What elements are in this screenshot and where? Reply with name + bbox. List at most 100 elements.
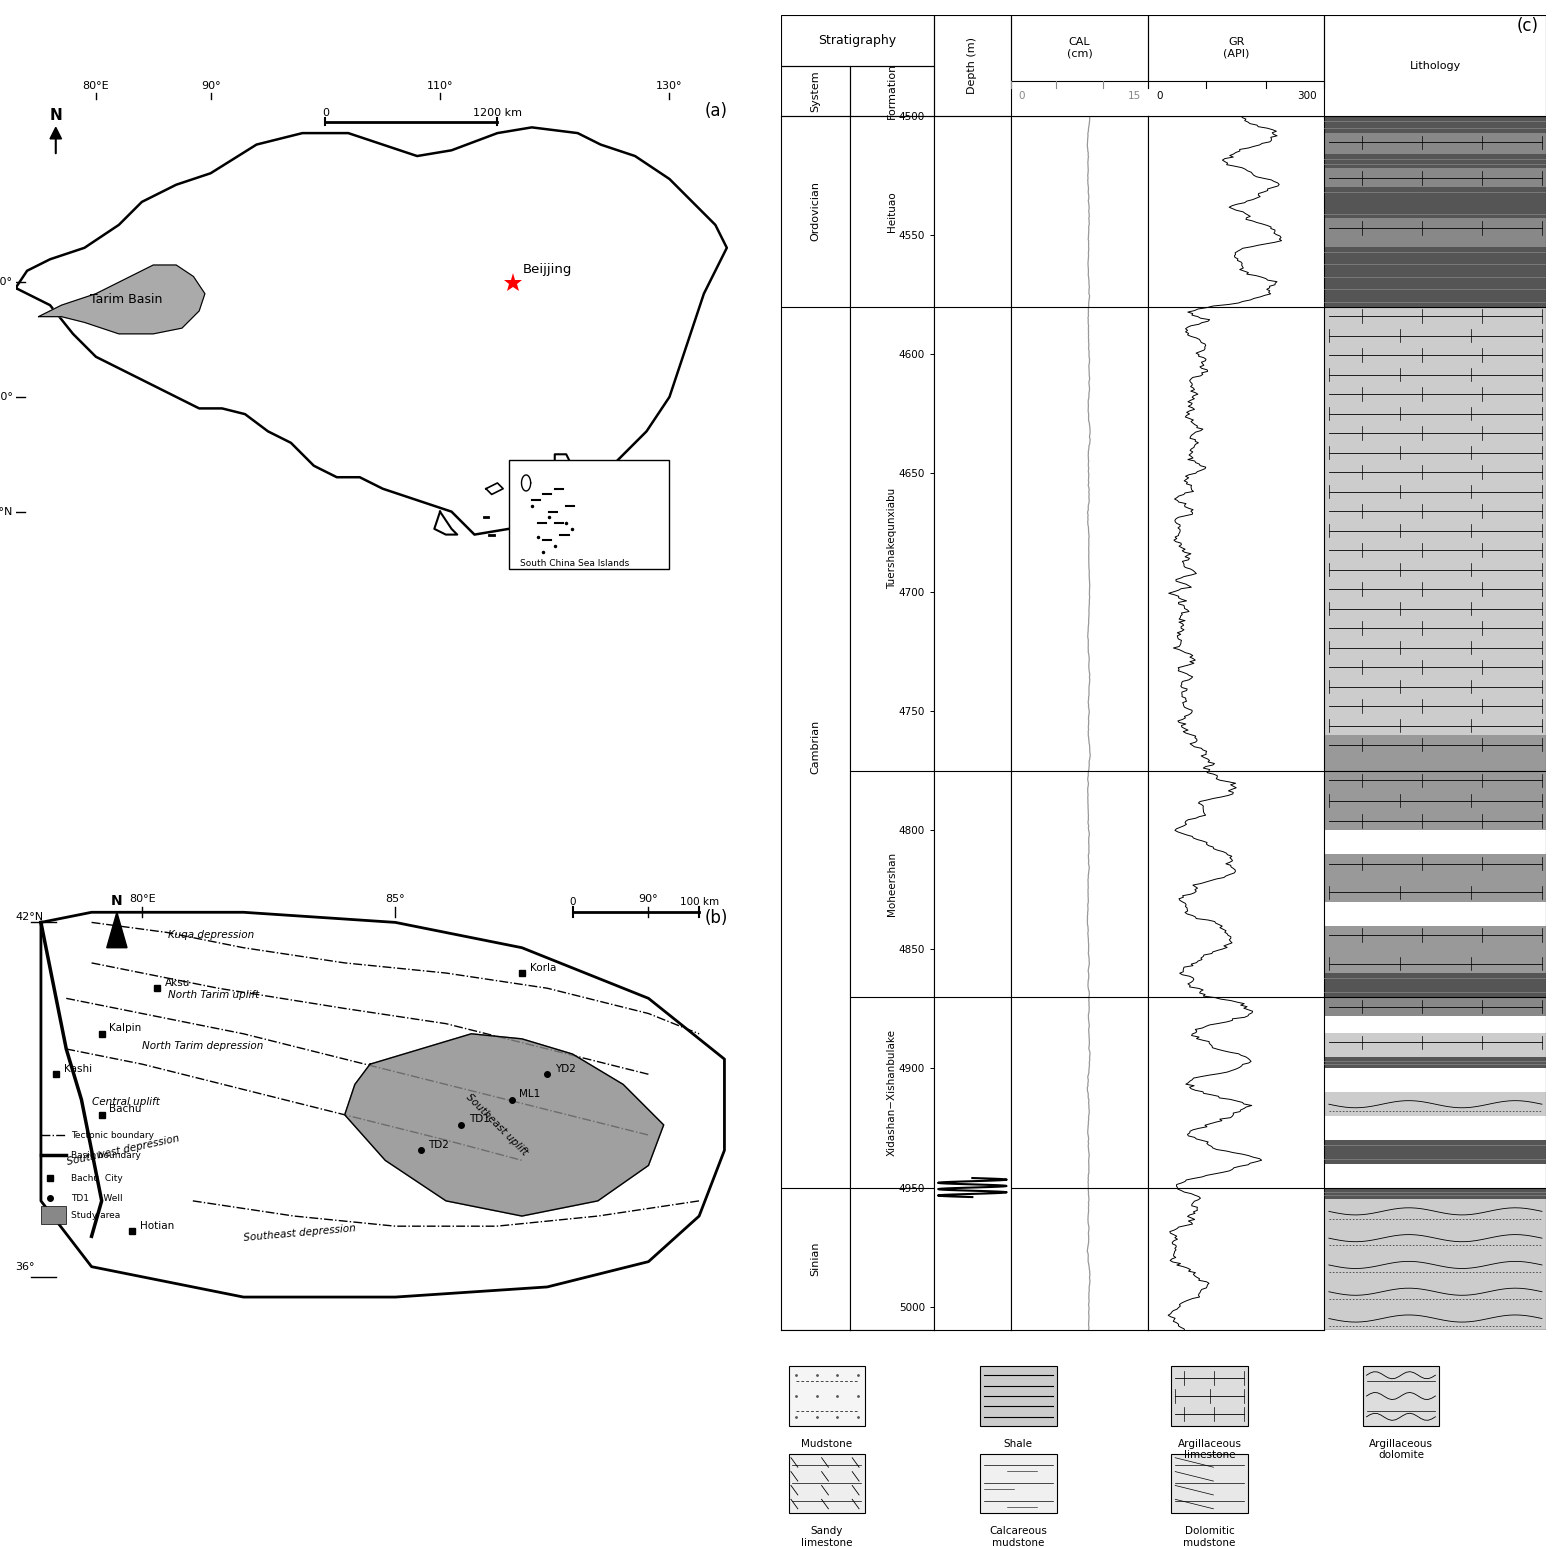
Bar: [1325, 15, 1546, 116]
Text: 100 km: 100 km: [679, 897, 719, 907]
Bar: [1325, 770, 1546, 831]
Polygon shape: [434, 512, 458, 535]
Bar: [1172, 1366, 1248, 1426]
Bar: [1325, 1069, 1546, 1092]
Bar: [1325, 116, 1546, 1330]
Bar: [1325, 1016, 1546, 1033]
Text: Central uplift: Central uplift: [92, 1097, 159, 1106]
Bar: [1325, 133, 1546, 155]
Bar: [789, 1366, 865, 1426]
Bar: [1325, 1199, 1546, 1330]
Bar: [1325, 218, 1546, 248]
Polygon shape: [522, 475, 531, 490]
Text: Study area: Study area: [72, 1211, 120, 1219]
Text: Cambrian: Cambrian: [811, 719, 820, 774]
Bar: [1325, 306, 1546, 735]
Text: Bachu: Bachu: [109, 1105, 142, 1114]
Text: Southwest depression: Southwest depression: [66, 1134, 181, 1168]
Text: −20°N: −20°N: [0, 506, 14, 517]
Text: Bachu  City: Bachu City: [72, 1174, 123, 1182]
Text: TD1     Well: TD1 Well: [72, 1194, 123, 1204]
Polygon shape: [555, 455, 572, 489]
Text: Mudstone: Mudstone: [801, 1439, 853, 1448]
Text: GR
(API): GR (API): [1223, 37, 1250, 59]
Bar: [1325, 1057, 1546, 1069]
Text: 0: 0: [569, 897, 576, 907]
Bar: [1011, 15, 1148, 80]
Bar: [850, 65, 934, 116]
Text: 42°N: 42°N: [16, 913, 44, 922]
Text: (a): (a): [704, 102, 728, 121]
Bar: [1325, 169, 1546, 187]
Text: Stratigraphy: Stratigraphy: [818, 34, 897, 46]
Text: 130°: 130°: [656, 80, 683, 91]
Text: 80°E: 80°E: [83, 80, 109, 91]
Polygon shape: [345, 1033, 664, 1216]
Bar: [979, 1454, 1056, 1513]
Text: North Tarim depression: North Tarim depression: [142, 1041, 264, 1050]
Bar: [1325, 248, 1546, 306]
Bar: [1325, 155, 1546, 169]
Text: 0: 0: [1156, 91, 1162, 101]
Polygon shape: [16, 127, 726, 535]
Polygon shape: [39, 265, 205, 334]
Text: Sandy
limestone: Sandy limestone: [801, 1525, 853, 1547]
Text: 15: 15: [1128, 91, 1140, 101]
Text: Formation: Formation: [887, 63, 897, 119]
Text: −30°: −30°: [0, 391, 14, 402]
Bar: [1325, 1140, 1546, 1163]
Text: −40°: −40°: [0, 277, 14, 288]
Text: Xidashan−Xishanbulake: Xidashan−Xishanbulake: [887, 1029, 897, 1156]
Bar: [1325, 1115, 1546, 1140]
Polygon shape: [50, 127, 61, 139]
Text: Beijjing: Beijjing: [523, 263, 572, 275]
Text: YD2: YD2: [555, 1064, 576, 1074]
Text: CAL
(cm): CAL (cm): [1067, 37, 1092, 59]
Text: Dolomitic
mudstone: Dolomitic mudstone: [1184, 1525, 1236, 1547]
Text: TD1: TD1: [469, 1114, 489, 1125]
Text: Kashi: Kashi: [64, 1064, 92, 1074]
Text: Tuershakequnxiabu: Tuershakequnxiabu: [887, 487, 897, 589]
Text: Tectonic boundary: Tectonic boundary: [72, 1131, 155, 1140]
Text: North Tarim uplift: North Tarim uplift: [167, 990, 259, 1001]
Bar: [1325, 854, 1546, 902]
Bar: [934, 15, 1011, 116]
Text: System: System: [811, 70, 820, 111]
Text: Ordovician: Ordovician: [811, 181, 820, 241]
Text: 85°: 85°: [386, 894, 405, 903]
Text: Moheershan: Moheershan: [887, 852, 897, 916]
Bar: [1325, 902, 1546, 925]
Text: Depth (m): Depth (m): [967, 37, 978, 94]
Text: Argillaceous
dolomite: Argillaceous dolomite: [1368, 1439, 1432, 1460]
Text: Southeast depression: Southeast depression: [244, 1224, 356, 1244]
Text: 90°: 90°: [201, 80, 220, 91]
Bar: [979, 1366, 1056, 1426]
Text: 110°: 110°: [426, 80, 453, 91]
Text: Kalpin: Kalpin: [109, 1023, 142, 1033]
Text: (c): (c): [1517, 17, 1539, 36]
Text: Lithology: Lithology: [1410, 60, 1460, 71]
Text: Argillaceous
limestone: Argillaceous limestone: [1178, 1439, 1242, 1460]
Text: ML1: ML1: [520, 1089, 540, 1098]
Bar: [1325, 831, 1546, 854]
Bar: [1325, 735, 1546, 770]
Text: Shale: Shale: [1004, 1439, 1032, 1448]
Text: Tarim Basin: Tarim Basin: [91, 292, 162, 306]
Text: (b): (b): [704, 910, 728, 927]
Bar: [781, 15, 934, 65]
Bar: [1325, 998, 1546, 1016]
Text: 80°E: 80°E: [130, 894, 156, 903]
Text: Korla: Korla: [530, 962, 556, 973]
Text: 90°: 90°: [639, 894, 658, 903]
Text: Heituao: Heituao: [887, 190, 897, 232]
Bar: [1325, 1092, 1546, 1115]
Bar: [41, 1207, 66, 1224]
Text: Calcareous
mudstone: Calcareous mudstone: [989, 1525, 1047, 1547]
Text: 300: 300: [1296, 91, 1317, 101]
Text: Hotian: Hotian: [139, 1221, 173, 1231]
Bar: [1325, 925, 1546, 973]
Text: 1200 km: 1200 km: [473, 108, 522, 118]
Bar: [1148, 15, 1325, 80]
Text: Aksu: Aksu: [166, 978, 191, 987]
Text: N: N: [111, 894, 123, 908]
